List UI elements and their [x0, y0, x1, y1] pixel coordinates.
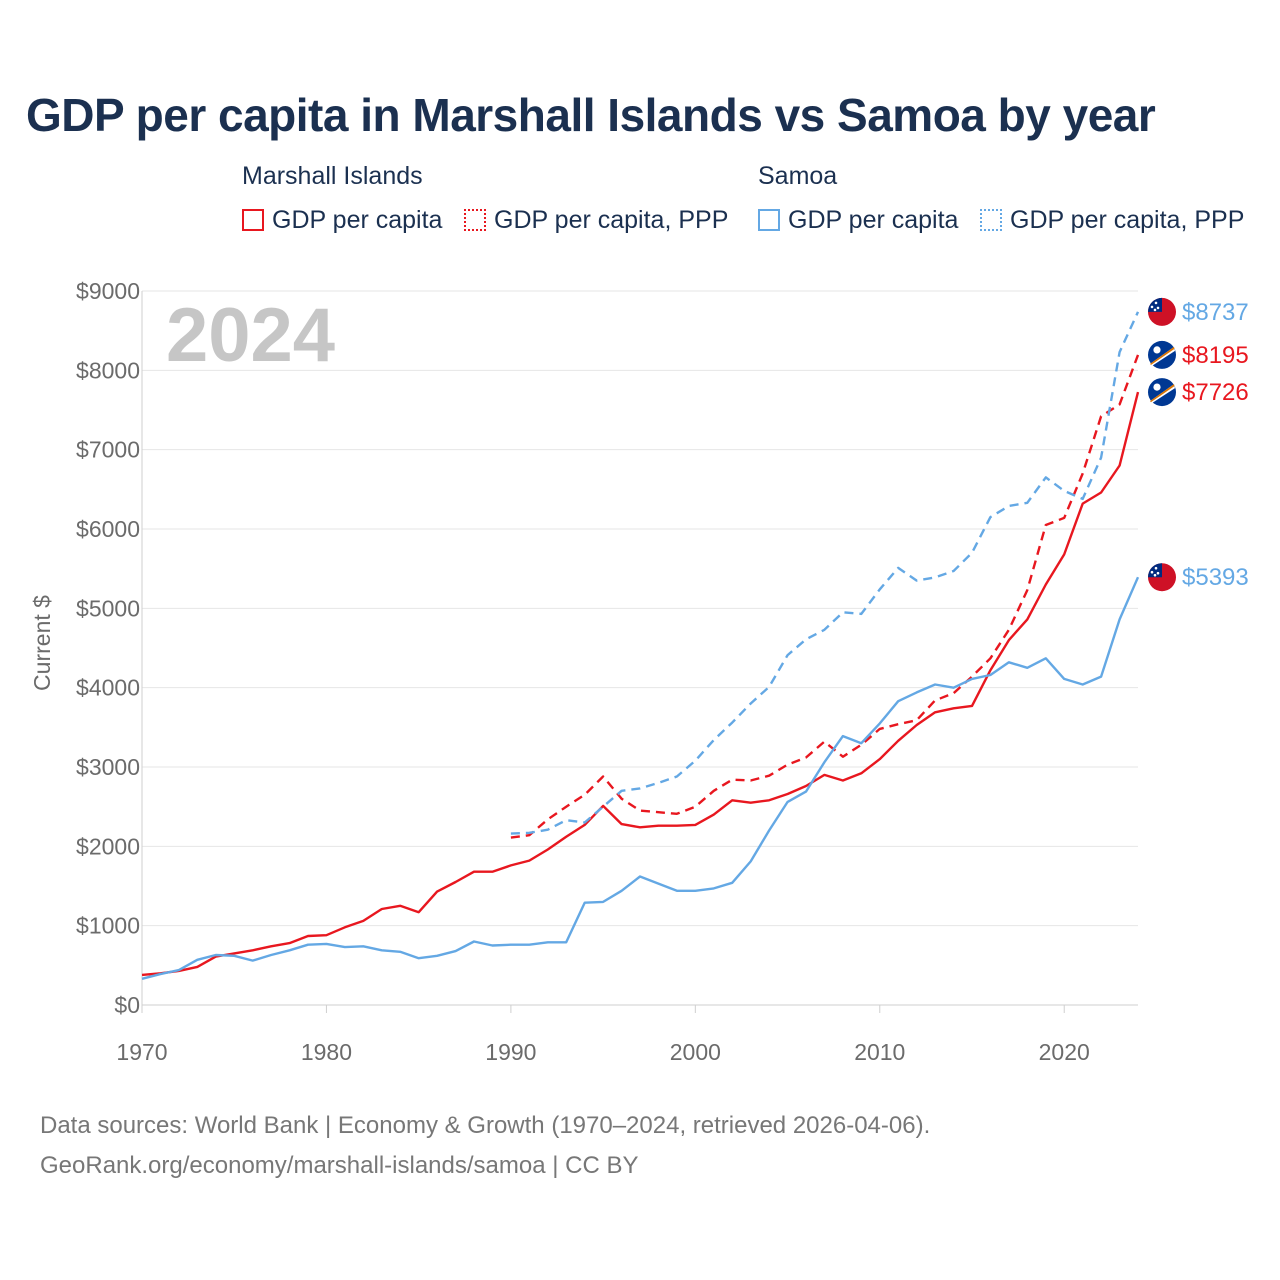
y-tick-label: $6000	[76, 516, 140, 542]
y-axis-title: Current $	[29, 595, 55, 691]
x-tick-label: 2020	[1039, 1039, 1090, 1065]
end-label-marshall-solid: $7726	[1182, 379, 1249, 406]
legend-item-marshall-gdp[interactable]: GDP per capita	[242, 204, 442, 236]
source-line-1: Data sources: World Bank | Economy & Gro…	[40, 1112, 931, 1139]
x-tick-label: 1970	[116, 1039, 167, 1065]
legend-swatch-samoa-solid	[758, 209, 780, 231]
legend-item-samoa-gdp-ppp[interactable]: GDP per capita, PPP	[980, 204, 1244, 236]
samoa-flag-icon	[1148, 297, 1176, 326]
legend-label-samoa-gdp: GDP per capita	[788, 205, 959, 234]
x-tick-label: 1980	[301, 1039, 352, 1065]
series-line-samoa-solid	[141, 576, 1140, 980]
marshall-islands-flag-icon	[1148, 340, 1176, 369]
end-label-marshall-dashed: $8195	[1182, 342, 1249, 369]
x-tick-label: 2000	[670, 1039, 721, 1065]
y-tick-label: $5000	[76, 595, 140, 621]
legend-swatch-marshall-solid	[242, 209, 264, 231]
y-tick-label: $4000	[76, 675, 140, 701]
legend-group-samoa: Samoa	[758, 162, 838, 190]
legend-swatch-marshall-dashed	[464, 209, 486, 231]
samoa-flag-icon	[1148, 563, 1176, 592]
y-tick-label: $8000	[76, 357, 140, 383]
y-tick-label: $3000	[76, 754, 140, 780]
chart-title: GDP per capita in Marshall Islands vs Sa…	[26, 89, 1156, 141]
legend-label-marshall-gdp: GDP per capita	[272, 205, 443, 234]
y-tick-label: $0	[114, 992, 140, 1018]
source-line-2[interactable]: GeoRank.org/economy/marshall-islands/sam…	[40, 1152, 639, 1179]
y-tick-label: $9000	[76, 278, 140, 304]
series-line-samoa-dashed	[510, 311, 1140, 835]
end-label-samoa-solid: $5393	[1182, 564, 1249, 591]
end-label-samoa-dashed: $8737	[1182, 299, 1249, 326]
legend-label-samoa-gdp-ppp: GDP per capita, PPP	[1010, 205, 1245, 234]
marshall-islands-flag-icon	[1148, 378, 1176, 407]
x-tick-label: 1990	[485, 1039, 536, 1065]
series-line-marshall-solid	[141, 391, 1140, 977]
end-labels: $8737 $8195 $7726 $5393	[1148, 297, 1249, 592]
data-sources: Data sources: World Bank | Economy & Gro…	[40, 1106, 930, 1186]
y-tick-label: $2000	[76, 833, 140, 859]
year-watermark: 2024	[166, 293, 336, 378]
series-line-marshall-dashed	[510, 354, 1140, 839]
legend-swatch-samoa-dashed	[980, 209, 1002, 231]
legend-item-marshall-gdp-ppp[interactable]: GDP per capita, PPP	[464, 204, 728, 236]
series-lines	[141, 311, 1140, 980]
axis-labels: Current $ $0 $1000 $2000 $3000 $4000 $5000 $60…	[29, 278, 1090, 1065]
legend-group-marshall-islands: Marshall Islands	[242, 162, 423, 190]
legend-item-samoa-gdp[interactable]: GDP per capita	[758, 204, 958, 236]
legend-label-marshall-gdp-ppp: GDP per capita, PPP	[494, 205, 729, 234]
y-tick-label: $1000	[76, 913, 140, 939]
grid-lines	[141, 290, 1138, 1013]
y-tick-label: $7000	[76, 437, 140, 463]
x-tick-label: 2010	[854, 1039, 905, 1065]
